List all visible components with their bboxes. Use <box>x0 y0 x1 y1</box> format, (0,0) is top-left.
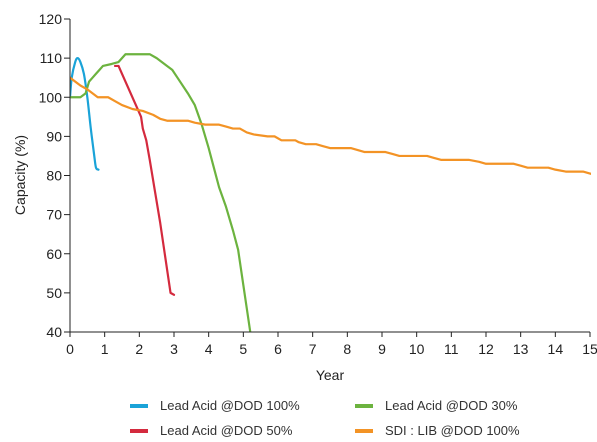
y-tick-label: 110 <box>40 50 63 66</box>
y-tick-label: 90 <box>46 128 62 144</box>
y-tick-label: 80 <box>46 168 62 184</box>
legend-swatch <box>130 429 148 433</box>
y-tick-label: 60 <box>46 246 62 262</box>
x-tick-label: 10 <box>409 341 425 357</box>
legend-label: SDI : LIB @DOD 100% <box>385 423 520 438</box>
series-line-3 <box>70 76 591 175</box>
legend-item: Lead Acid @DOD 30% <box>355 398 518 413</box>
x-tick-label: 2 <box>135 341 143 357</box>
legend-item: Lead Acid @DOD 100% <box>130 398 300 413</box>
x-tick-label: 8 <box>343 341 351 357</box>
x-tick-label: 15 <box>582 341 597 357</box>
x-tick-label: 5 <box>239 341 247 357</box>
x-tick-label: 12 <box>478 341 494 357</box>
series-line-1 <box>113 64 176 296</box>
x-axis-title: Year <box>316 367 345 383</box>
legend-item: SDI : LIB @DOD 100% <box>355 423 520 438</box>
legend-swatch <box>355 429 373 433</box>
y-tick-label: 120 <box>39 11 63 27</box>
series-line-2 <box>70 53 252 332</box>
legend-label: Lead Acid @DOD 30% <box>385 398 518 413</box>
x-tick-label: 4 <box>205 341 213 357</box>
x-tick-label: 14 <box>548 341 564 357</box>
legend: Lead Acid @DOD 100% Lead Acid @DOD 30% Lea… <box>130 398 520 438</box>
x-tick-label: 0 <box>66 341 74 357</box>
x-tick-label: 9 <box>378 341 386 357</box>
series-line-0 <box>70 57 100 171</box>
legend-item: Lead Acid @DOD 50% <box>130 423 293 438</box>
y-tick-label: 50 <box>46 285 62 301</box>
legend-label: Lead Acid @DOD 50% <box>160 423 293 438</box>
x-tick-label: 6 <box>274 341 282 357</box>
x-tick-label: 13 <box>513 341 529 357</box>
series-layer <box>70 53 591 332</box>
y-axis-title: Capacity (%) <box>12 135 28 215</box>
y-tick-label: 40 <box>46 324 62 340</box>
x-tick-label: 7 <box>309 341 317 357</box>
legend-swatch <box>130 404 148 408</box>
x-tick-label: 1 <box>101 341 109 357</box>
x-tick-label: 11 <box>444 341 459 357</box>
y-tick-label: 70 <box>46 207 62 223</box>
legend-swatch <box>355 404 373 408</box>
y-tick-label: 100 <box>39 89 63 105</box>
legend-label: Lead Acid @DOD 100% <box>160 398 300 413</box>
x-tick-label: 3 <box>170 341 178 357</box>
